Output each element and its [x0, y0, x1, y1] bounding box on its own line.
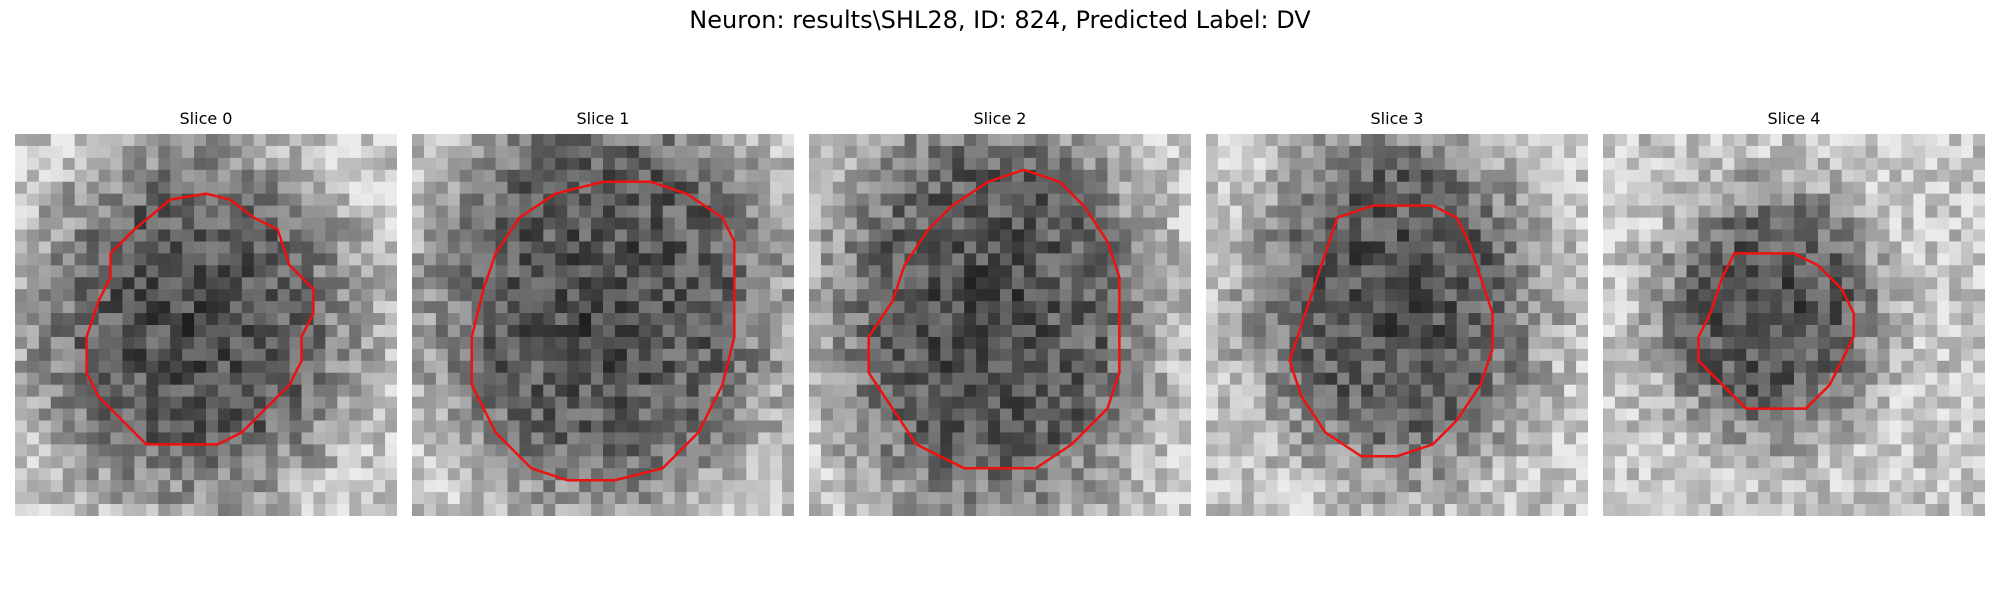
cell-contour — [1697, 252, 1855, 410]
cell-contour — [1288, 204, 1494, 458]
slice-title: Slice 4 — [1767, 109, 1821, 128]
slice-image — [412, 134, 794, 516]
slice-image — [15, 134, 397, 516]
slice-title: Slice 3 — [1370, 109, 1424, 128]
slice-title: Slice 2 — [973, 109, 1027, 128]
cell-contour — [867, 168, 1121, 470]
slice-panel-0: Slice 0 — [15, 108, 397, 516]
slice-image — [1603, 134, 1985, 516]
cell-contour — [470, 180, 736, 482]
figure-title: Neuron: results\SHL28, ID: 824, Predicte… — [689, 6, 1311, 34]
slice-image — [809, 134, 1191, 516]
slice-title: Slice 1 — [576, 109, 630, 128]
slice-panel-4: Slice 4 — [1603, 108, 1985, 516]
slice-panel-3: Slice 3 — [1206, 108, 1588, 516]
cell-contour — [85, 192, 315, 446]
slice-panel-2: Slice 2 — [809, 108, 1191, 516]
slice-image — [1206, 134, 1588, 516]
slice-panel-1: Slice 1 — [412, 108, 794, 516]
slice-title: Slice 0 — [179, 109, 233, 128]
